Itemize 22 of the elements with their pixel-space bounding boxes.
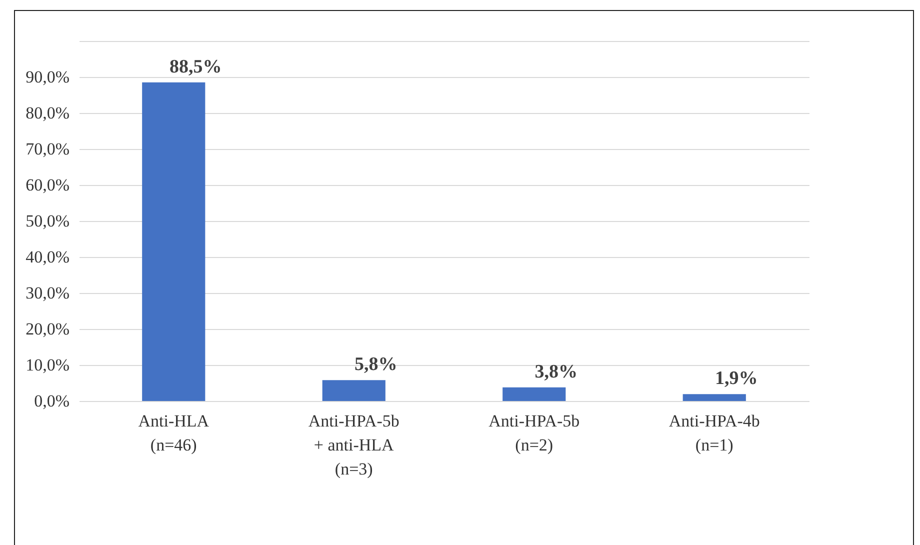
y-tick-label: 50,0% [26, 212, 70, 230]
y-tick-label: 0,0% [34, 392, 70, 410]
y-tick-label: 40,0% [26, 248, 70, 266]
y-tick-label: 80,0% [26, 104, 70, 122]
bar [142, 82, 206, 401]
data-label: 88,5% [170, 56, 222, 78]
bar [682, 394, 746, 401]
data-label: 3,8% [534, 361, 578, 382]
x-tick-label: Anti-HPA-5b (n=2) [488, 412, 580, 454]
y-tick-label: 90,0% [26, 68, 70, 86]
bar [322, 380, 386, 401]
x-tick-label: Anti-HLA (n=46) [138, 412, 210, 454]
bar [502, 387, 566, 401]
data-label: 5,8% [354, 354, 398, 376]
y-tick-label: 60,0% [26, 176, 70, 194]
x-tick-label: Anti-HPA-4b (n=1) [668, 412, 760, 454]
data-label: 1,9% [714, 368, 758, 390]
y-tick-label: 10,0% [26, 356, 70, 374]
x-tick-label: Anti-HPA-5b + anti-HLA (n=3) [308, 412, 400, 478]
y-tick-label: 30,0% [26, 284, 70, 302]
y-tick-label: 70,0% [26, 140, 70, 158]
y-tick-label: 20,0% [26, 320, 70, 338]
